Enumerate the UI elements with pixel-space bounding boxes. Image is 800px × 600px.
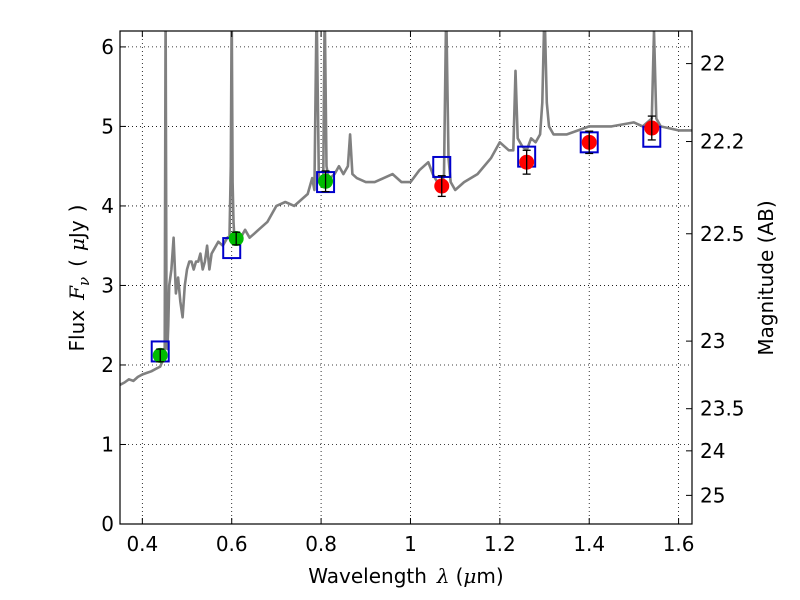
x-tick-label: 1 [404,532,417,556]
y-tick-label: 3 [101,273,114,297]
data-layer [120,31,692,386]
right-tick-label: 23 [700,329,725,353]
y-tick-label: 4 [101,194,114,218]
right-tick-label: 22 [700,52,725,76]
right-tick-label: 22.2 [700,130,745,154]
x-tick-label: 0.6 [216,532,248,556]
y-tick-label: 6 [101,35,114,59]
ticks: 0.4 0.6 0.8 1 1.2 1.4 1.601234562222.222.52323… [101,31,745,556]
x-tick-label: 0.8 [305,532,337,556]
y-tick-label: 5 [101,114,114,138]
right-tick-label: 22.5 [700,222,745,246]
x-tick-label: 1.6 [663,532,695,556]
spectrum-line [120,31,692,386]
y-axis-label: FluxFν(μJy) [65,205,93,352]
plot-frame [119,30,693,525]
right-tick-label: 24 [700,439,725,463]
right-axis-label: Magnitude (AB) [754,200,778,355]
x-tick-label: 0.4 [126,532,158,556]
right-tick-label: 23.5 [700,397,745,421]
y-tick-label: 2 [101,353,114,377]
x-tick-label: 1.2 [484,532,516,556]
x-tick-label: 1.4 [573,532,605,556]
right-tick-label: 25 [700,483,725,507]
y-tick-label: 1 [101,432,114,456]
y-tick-label: 0 [101,512,114,536]
x-axis-label: Wavelength λ (μm) [308,564,503,588]
